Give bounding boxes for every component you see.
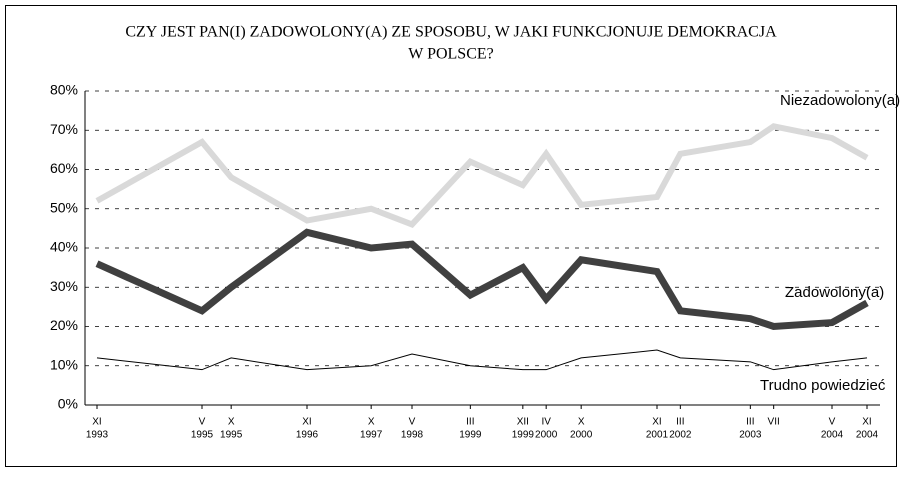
chart-title: CZY JEST PAN(I) ZADOWOLONY(A) ZE SPOSOBU… <box>125 24 777 41</box>
frame <box>5 5 897 467</box>
x-tick-label: 1993 <box>86 430 109 441</box>
x-tick-label: 2002 <box>669 430 692 441</box>
x-tick-label: X <box>578 417 585 428</box>
x-tick-label: V <box>199 417 206 428</box>
y-tick-label: 80% <box>50 82 78 98</box>
x-tick-label: XI <box>92 417 101 428</box>
x-tick-label: 1995 <box>220 430 243 441</box>
x-tick-label: 2004 <box>821 430 844 441</box>
y-tick-label: 40% <box>50 239 78 255</box>
x-tick-label: 1997 <box>360 430 383 441</box>
x-tick-label: 1999 <box>512 430 535 441</box>
x-tick-label: IV <box>541 417 551 428</box>
x-tick-label: III <box>466 417 474 428</box>
y-tick-label: 20% <box>50 317 78 333</box>
x-tick-label: X <box>368 417 375 428</box>
x-tick-label: XI <box>652 417 661 428</box>
x-tick-label: 1996 <box>296 430 319 441</box>
x-tick-label: 2000 <box>570 430 593 441</box>
x-tick-label: 2000 <box>535 430 558 441</box>
y-tick-label: 0% <box>58 396 78 412</box>
x-tick-label: XI <box>302 417 311 428</box>
y-tick-label: 30% <box>50 278 78 294</box>
series-label: Zadowolony(a) <box>785 284 884 301</box>
x-tick-label: 1998 <box>401 430 424 441</box>
series-label: Niezadowolony(a) <box>780 92 900 109</box>
y-tick-label: 50% <box>50 199 78 215</box>
x-tick-label: 1995 <box>191 430 214 441</box>
x-tick-label: 2004 <box>856 430 879 441</box>
chart-title: W POLSCE? <box>408 46 493 63</box>
x-tick-label: III <box>746 417 754 428</box>
series-line <box>96 349 868 371</box>
series-line <box>95 123 869 228</box>
y-tick-label: 10% <box>50 356 78 372</box>
x-tick-label: 2001 <box>646 430 669 441</box>
y-tick-label: 60% <box>50 160 78 176</box>
x-tick-label: XII <box>517 417 529 428</box>
x-tick-label: III <box>676 417 684 428</box>
series-label: Trudno powiedzieć <box>760 377 886 394</box>
series-line <box>95 228 869 331</box>
x-tick-label: VII <box>768 417 780 428</box>
y-tick-label: 70% <box>50 121 78 137</box>
x-tick-label: X <box>228 417 235 428</box>
x-tick-label: XI <box>862 417 871 428</box>
x-tick-label: 2003 <box>739 430 762 441</box>
x-tick-label: V <box>409 417 416 428</box>
x-tick-label: V <box>829 417 836 428</box>
x-tick-label: 1999 <box>459 430 482 441</box>
